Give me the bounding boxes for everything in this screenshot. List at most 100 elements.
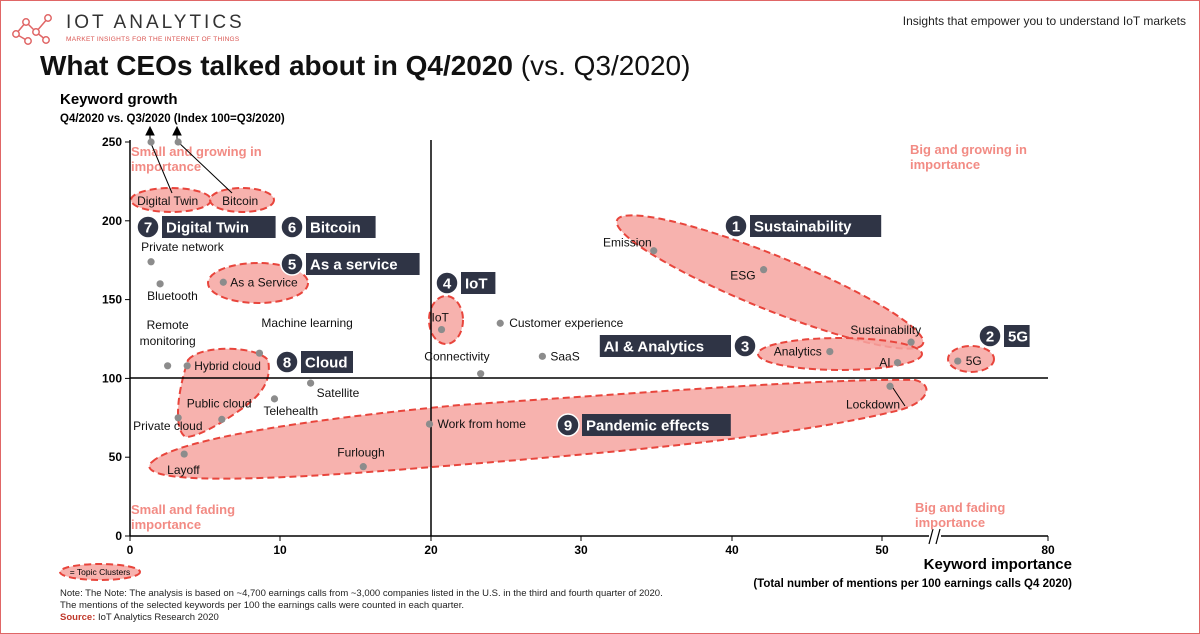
title-main: What CEOs talked about in Q4/2020: [40, 50, 514, 81]
arrow-up-icon: [145, 125, 155, 136]
point-label: Customer experience: [509, 316, 623, 330]
data-point-remote-monitoring: Remote monitoring: [140, 318, 196, 370]
cluster-name-box: [1004, 325, 1030, 347]
point-label: IoT: [432, 311, 450, 325]
page-title: What CEOs talked about in Q4/2020 (vs. Q…: [40, 50, 690, 82]
data-point-lockdown: Lockdown: [846, 382, 900, 411]
x-ticks: 0 10 20 30 40 50 80: [127, 536, 1055, 557]
y-tick-label: 250: [102, 135, 122, 149]
point-marker: [496, 319, 504, 327]
point-label: SaaS: [550, 349, 579, 363]
cluster-badge-as-a-service: As a service 5: [280, 252, 420, 276]
cluster-shape-5g: [947, 345, 995, 373]
point-marker: [307, 379, 315, 387]
data-point-connectivity: Connectivity: [424, 350, 490, 378]
title-sub: (vs. Q3/2020): [513, 50, 691, 81]
point-label: Emission: [603, 236, 652, 250]
cluster-number: 8: [283, 355, 291, 372]
y-tick-label: 100: [102, 371, 122, 385]
x-tick-label: 30: [574, 543, 588, 557]
y-tick-label: 0: [115, 529, 122, 543]
arrow-up-icon: [172, 125, 182, 136]
point-label: As a Service: [230, 275, 298, 289]
source-label: Source:: [60, 612, 96, 623]
cluster-name-box: [306, 253, 420, 275]
data-point-analytics: Analytics: [774, 345, 834, 359]
cluster-name-box: [582, 414, 731, 436]
cluster-name: Digital Twin: [166, 220, 249, 237]
point-marker: [886, 382, 894, 390]
point-marker: [180, 450, 188, 458]
data-point-ai: AI: [879, 356, 902, 370]
point-label: Digital Twin: [137, 194, 198, 208]
cluster-badges: Sustainability 1 5G 2 AI & Analytics 3 IoT 4 As …: [136, 214, 1030, 437]
point-marker: [477, 370, 485, 378]
quadrant-label-top-right: Big and growing in importance: [910, 142, 1027, 172]
cluster-shape-bitcoin: [209, 187, 275, 213]
data-point-layoff: Layoff: [167, 450, 200, 477]
data-point-iot: IoT: [432, 311, 450, 334]
data-point-5g: 5G: [954, 354, 982, 368]
data-point-private-cloud: Private cloud: [133, 414, 203, 433]
point-marker: [270, 395, 279, 403]
data-point-bluetooth: Bluetooth: [147, 280, 198, 303]
data-point-furlough: Furlough: [337, 446, 385, 471]
point-label: Lockdown: [846, 397, 900, 411]
cluster-name: Pandemic effects: [586, 418, 709, 435]
cluster-badge-digital-twin: Digital Twin 7: [136, 215, 276, 239]
quadrant-label-bottom-right: Big and fading importance: [915, 500, 1005, 530]
point-label: Telehealth: [263, 404, 318, 418]
cluster-name: As a service: [310, 257, 398, 274]
point-label: Remote monitoring: [140, 318, 196, 348]
cluster-badge-ai-analytics: AI & Analytics 3: [599, 334, 757, 358]
x-axis-subtitle: (Total number of mentions per 100 earnin…: [753, 578, 1072, 590]
cluster-name-box: [750, 215, 882, 237]
x-tick-label: 10: [273, 543, 287, 557]
data-point-saas: SaaS: [538, 349, 580, 363]
point-label: Bluetooth: [147, 289, 198, 303]
cluster-name-box: [301, 351, 353, 373]
x-tick-label: 20: [424, 543, 438, 557]
cluster-number: 9: [564, 418, 572, 435]
cluster-number-circle: [275, 350, 299, 374]
data-point-satellite: Satellite: [307, 379, 360, 400]
cluster-name-box: [599, 335, 731, 357]
y-tick-label: 50: [109, 450, 123, 464]
point-marker: [174, 138, 182, 146]
y-tick-label: 150: [102, 293, 122, 307]
cluster-name: AI & Analytics: [604, 339, 704, 356]
point-marker: [893, 359, 902, 367]
cluster-number-circle: [724, 214, 748, 238]
data-point-private-network: Private network: [141, 240, 225, 266]
point-marker: [164, 362, 172, 370]
cluster-name: 5G: [1008, 329, 1028, 346]
footnote-line-2: The mentions of the selected keywords pe…: [60, 600, 464, 611]
point-label: Layoff: [167, 463, 200, 477]
point-marker: [954, 357, 962, 365]
point-marker: [218, 415, 226, 423]
cluster-badge-5g: 5G 2: [978, 324, 1030, 348]
data-point-machine-learning: Machine learning: [255, 316, 353, 357]
data-point-emission: Emission: [603, 236, 658, 255]
point-marker: [147, 258, 155, 266]
data-point-telehealth: Telehealth: [263, 395, 318, 418]
cluster-badge-bitcoin: Bitcoin 6: [280, 215, 376, 239]
axis-break: [928, 528, 941, 545]
data-point-sustainability: Sustainability: [850, 323, 921, 346]
point-label: Bitcoin: [222, 194, 258, 208]
legend-label: = Topic Clusters: [70, 567, 131, 577]
x-tick-label: 50: [875, 543, 889, 557]
cluster-number: 4: [443, 276, 452, 293]
cluster-number: 2: [986, 329, 994, 346]
brand-name: IOT ANALYTICS: [66, 12, 245, 33]
cluster-shape-iot: [428, 295, 464, 345]
point-marker: [538, 352, 546, 360]
point-label: Analytics: [774, 345, 822, 359]
cluster-badge-iot: IoT 4: [435, 271, 496, 295]
point-label: Hybrid cloud: [194, 359, 261, 373]
cluster-number: 1: [732, 219, 740, 236]
cluster-name: Sustainability: [754, 219, 852, 236]
data-point-customer-experience: Customer experience: [496, 316, 624, 330]
cluster-shape-ai-analytics: [757, 337, 923, 371]
